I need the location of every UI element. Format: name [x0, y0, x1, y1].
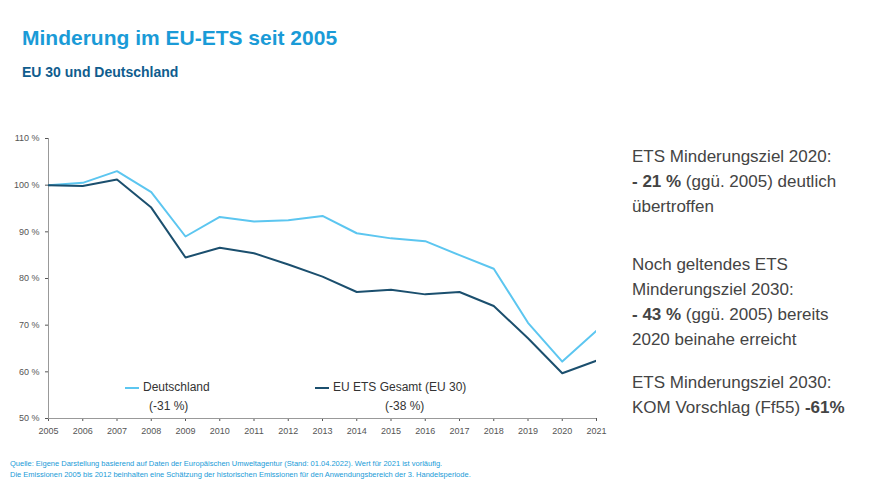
html-text:übertroffen: übertroffen — [632, 197, 714, 216]
html-text:Deutschland: Deutschland — [143, 380, 210, 394]
svg-text:2012: 2012 — [278, 426, 298, 436]
svg-text:2016: 2016 — [415, 426, 435, 436]
html-text:(-38 %): (-38 %) — [385, 399, 425, 413]
svg-text:2010: 2010 — [210, 426, 230, 436]
svg-text:2019: 2019 — [518, 426, 538, 436]
svg-text:2008: 2008 — [141, 426, 161, 436]
svg-text:2014: 2014 — [347, 426, 367, 436]
svg-text:2013: 2013 — [312, 426, 332, 436]
svg-text:2006: 2006 — [73, 426, 93, 436]
svg-text:2007: 2007 — [107, 426, 127, 436]
html-text:2020 beinahe erreicht: 2020 beinahe erreicht — [632, 330, 797, 349]
svg-text:2005: 2005 — [38, 426, 58, 436]
svg-text:90 %: 90 % — [19, 227, 40, 237]
svg-text:2021: 2021 — [586, 426, 606, 436]
svg-text:60 %: 60 % — [19, 367, 40, 377]
html-text:EU 30 und Deutschland: EU 30 und Deutschland — [22, 64, 179, 80]
svg-text:2015: 2015 — [381, 426, 401, 436]
html-text:Noch geltendes ETS: Noch geltendes ETS — [632, 255, 788, 274]
svg-text:2020: 2020 — [552, 426, 572, 436]
svg-text:70 %: 70 % — [19, 320, 40, 330]
html-text:- 21 % (ggü. 2005) deutlich: - 21 % (ggü. 2005) deutlich — [632, 172, 837, 191]
svg-text:110 %: 110 % — [15, 133, 40, 143]
svg-text:2011: 2011 — [244, 426, 263, 436]
html-text:EU ETS Gesamt (EU 30): EU ETS Gesamt (EU 30) — [333, 380, 467, 394]
html-text:Quelle: Eigene Darstellung bas: Quelle: Eigene Darstellung basierend auf… — [10, 459, 443, 468]
svg-text:2009: 2009 — [175, 426, 195, 436]
svg-text:80 %: 80 % — [19, 273, 40, 283]
html-text:(-31 %): (-31 %) — [149, 399, 189, 413]
html-text:Minderung im EU-ETS seit 2005: Minderung im EU-ETS seit 2005 — [22, 26, 338, 49]
html-text:KOM Vorschlag (Ff55) -61%: KOM Vorschlag (Ff55) -61% — [632, 398, 845, 417]
html-text:Minderungsziel 2030:: Minderungsziel 2030: — [632, 280, 794, 299]
svg-text:2017: 2017 — [449, 426, 469, 436]
html-text:ETS Minderungsziel 2020:: ETS Minderungsziel 2020: — [632, 147, 832, 166]
html-text:ETS Minderungsziel 2030:: ETS Minderungsziel 2030: — [632, 373, 832, 392]
svg-text:2018: 2018 — [484, 426, 504, 436]
html-text:Die Emissionen 2005 bis 2012 b: Die Emissionen 2005 bis 2012 beinhalten … — [10, 470, 471, 479]
svg-text:100 %: 100 % — [14, 180, 40, 190]
html-text:- 43 % (ggü. 2005) bereits: - 43 % (ggü. 2005) bereits — [632, 305, 829, 324]
svg-text:50 %: 50 % — [19, 413, 40, 423]
